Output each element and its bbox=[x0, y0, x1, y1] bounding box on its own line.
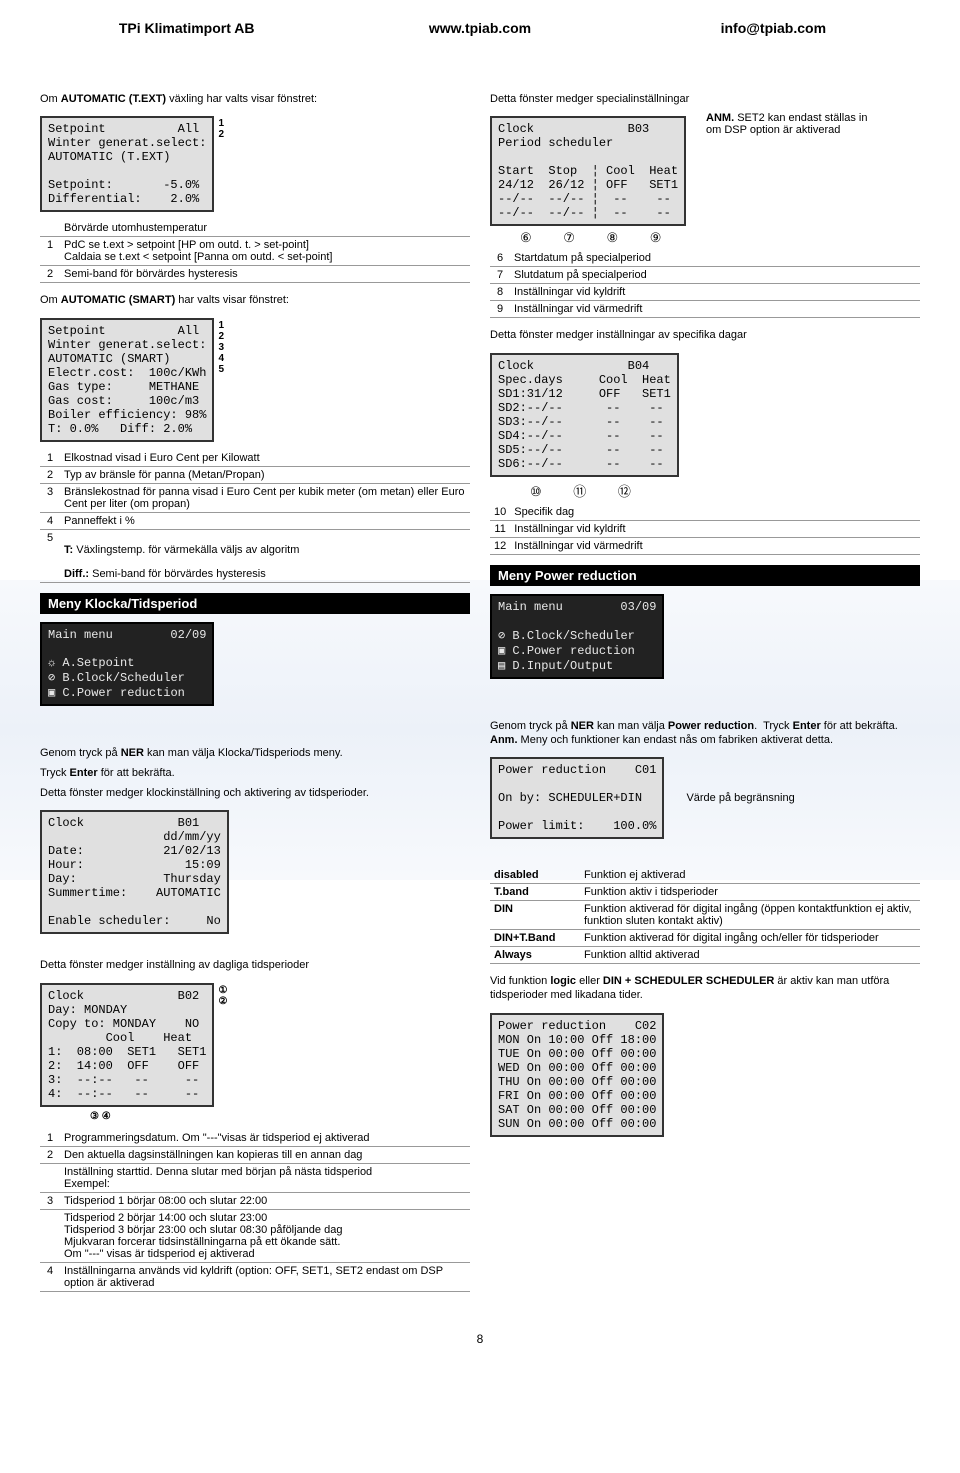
lcd-power-c02: Power reduction C02 MON On 10:00 Off 18:… bbox=[490, 1013, 664, 1137]
menu-power-header: Meny Power reduction bbox=[490, 565, 920, 586]
r-note1: ANM. SET2 kan endast ställas inom DSP op… bbox=[706, 112, 867, 136]
r-table2: 10Specifik dag 11Inställningar vid kyldr… bbox=[490, 504, 920, 555]
para-b2: Vid funktion logic eller DIN + SCHEDULER… bbox=[490, 974, 920, 1003]
lcd-b02-bottom: ③ ④ bbox=[90, 1111, 470, 1122]
l-table2: 1Elkostnad visad i Euro Cent per Kilowat… bbox=[40, 450, 470, 583]
lcd1-side-nums: 1 2 bbox=[214, 112, 224, 140]
r-intro2: Detta fönster medger inställningar av sp… bbox=[490, 328, 920, 342]
lcd2-side-nums: 1 2 3 4 5 bbox=[214, 314, 224, 375]
header-url: www.tpiab.com bbox=[333, 20, 626, 36]
circ-101112: ⑩ ⑪ ⑫ bbox=[530, 481, 920, 500]
lcd-clock-b02: Clock B02 Day: MONDAY Copy to: MONDAY NO… bbox=[40, 983, 214, 1107]
menu-klocka-header: Meny Klocka/Tidsperiod bbox=[40, 593, 470, 614]
lcd-clock-b03: Clock B03 Period scheduler Start Stop ¦ … bbox=[490, 116, 686, 226]
lcd-smart: Setpoint All Winter generat.select: AUTO… bbox=[40, 318, 214, 442]
l-intro1: Om AUTOMATIC (T.EXT) växling har valts v… bbox=[40, 92, 470, 106]
header-email: info@tpiab.com bbox=[627, 20, 920, 36]
lcd-power-c01: Power reduction C01 On by: SCHEDULER+DIN… bbox=[490, 757, 664, 839]
lcd-mainmenu-b: Main menu 03/09 ⊘ B.Clock/Scheduler ▣ C.… bbox=[490, 594, 664, 679]
page-number: 8 bbox=[40, 1332, 920, 1346]
para-a1: Genom tryck på NER kan man välja Klocka/… bbox=[40, 746, 470, 760]
lcd-b02-side: ① ② bbox=[214, 979, 227, 1007]
r-intro1: Detta fönster medger specialinställninga… bbox=[490, 92, 920, 106]
r-table-disabled: disabledFunktion ej aktiverad T.bandFunk… bbox=[490, 867, 920, 964]
l-table-a: 1Programmeringsdatum. Om "---"visas är t… bbox=[40, 1130, 470, 1292]
para-a3: Detta fönster medger klockinställning oc… bbox=[40, 786, 470, 800]
para-a2: Tryck Enter för att bekräfta. bbox=[40, 766, 470, 780]
note-c01: Värde på begränsning bbox=[686, 792, 794, 804]
header-company: TPi Klimatimport AB bbox=[40, 20, 333, 36]
page-header: TPi Klimatimport AB www.tpiab.com info@t… bbox=[40, 20, 920, 36]
right-column: Detta fönster medger specialinställninga… bbox=[490, 86, 920, 1302]
left-column: Om AUTOMATIC (T.EXT) växling har valts v… bbox=[40, 86, 470, 1302]
l-table1: Börvärde utomhustemperatur 1PdC se t.ext… bbox=[40, 220, 470, 283]
lcd-mainmenu-a: Main menu 02/09 ☼ A.Setpoint ⊘ B.Clock/S… bbox=[40, 622, 214, 706]
r-table1: 6Startdatum på specialperiod 7Slutdatum … bbox=[490, 250, 920, 318]
lcd-clock-b04: Clock B04 Spec.days Cool Heat SD1:31/12 … bbox=[490, 353, 679, 477]
l-intro2: Om AUTOMATIC (SMART) har valts visar fön… bbox=[40, 293, 470, 307]
lcd-clock-b01: Clock B01 dd/mm/yy Date: 21/02/13 Hour: … bbox=[40, 810, 229, 934]
lcd-setpoint-text: Setpoint All Winter generat.select: AUTO… bbox=[40, 116, 214, 212]
circ-6789: ⑥ ⑦ ⑧ ⑨ bbox=[520, 230, 920, 246]
para-a4: Detta fönster medger inställning av dagl… bbox=[40, 958, 470, 972]
para-b1: Genom tryck på NER kan man välja Power r… bbox=[490, 719, 920, 748]
